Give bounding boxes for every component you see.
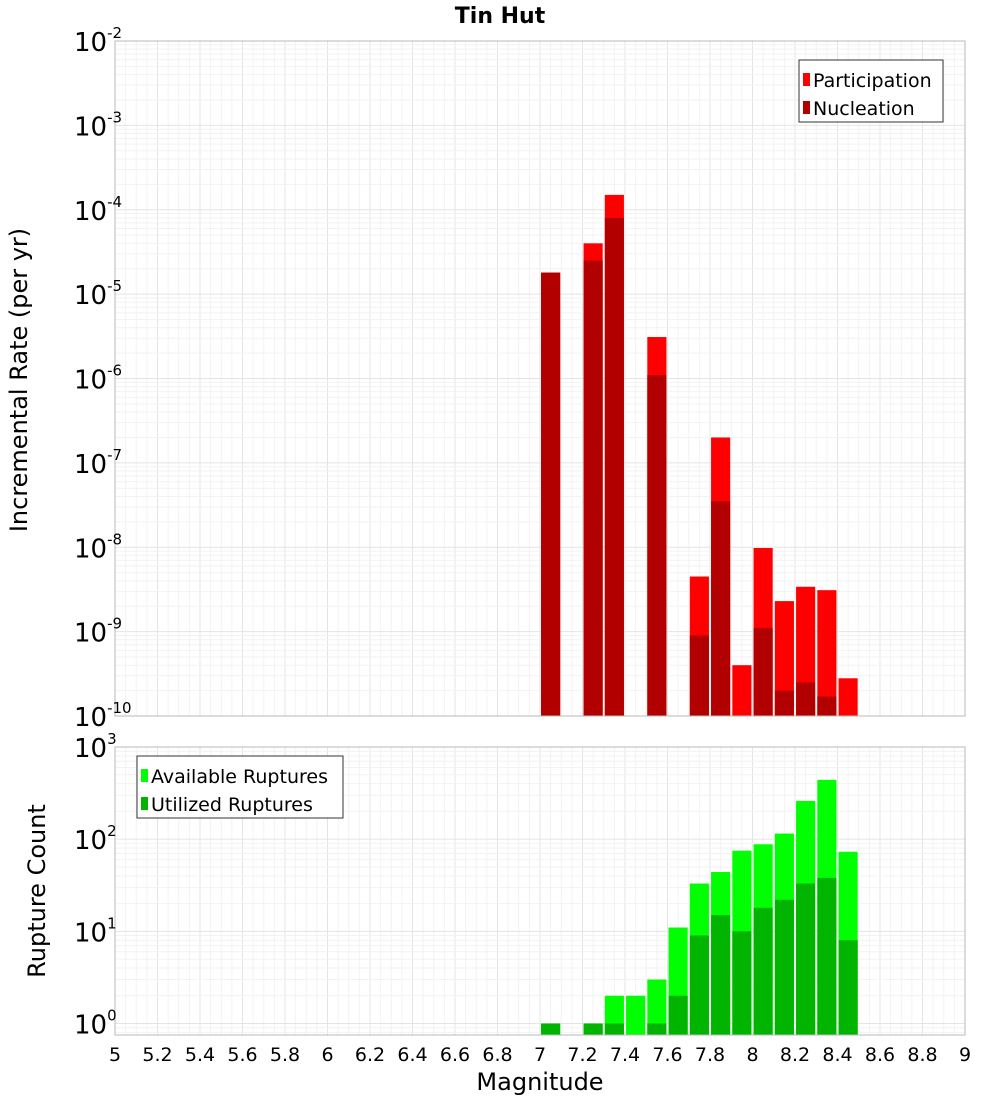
top-legend-swatch — [803, 101, 810, 114]
x-tick-label: 7.2 — [567, 1044, 597, 1066]
bottom-y-tick-label: 101 — [74, 914, 117, 948]
top-bar-nucleation — [711, 501, 731, 716]
bottom-bar-utilized-ruptures — [668, 995, 688, 1035]
top-bar-nucleation — [689, 635, 709, 716]
top-y-tick-label: 10-10 — [74, 699, 132, 733]
top-y-tick-label: 10-5 — [74, 277, 122, 311]
top-y-tick-label: 10-3 — [74, 108, 122, 142]
bottom-bar-utilized-ruptures — [796, 883, 816, 1035]
top-y-tick-label: 10-7 — [74, 446, 122, 480]
top-legend-label: Participation — [813, 70, 932, 92]
bottom-legend — [136, 755, 344, 819]
top-legend-label: Nucleation — [813, 98, 915, 120]
x-axis-label: Magnitude — [476, 1068, 603, 1096]
top-y-tick-label: 10-6 — [74, 362, 122, 396]
x-tick-label: 8.4 — [822, 1044, 852, 1066]
x-tick-label: 9 — [959, 1044, 971, 1066]
bottom-bar-utilized-ruptures — [541, 1023, 561, 1035]
x-tick-label: 7.4 — [610, 1044, 640, 1066]
top-bar-nucleation — [817, 696, 837, 716]
top-bar-nucleation — [796, 682, 816, 716]
x-tick-label: 8.6 — [865, 1044, 895, 1066]
top-bar-participation — [774, 601, 794, 716]
bottom-plot-frame — [114, 746, 966, 1036]
top-bar-nucleation — [604, 217, 624, 716]
x-tick-label: 6.8 — [482, 1044, 512, 1066]
top-y-tick-label: 10-4 — [74, 193, 122, 227]
bottom-bar-utilized-ruptures — [753, 907, 773, 1035]
bottom-bar-utilized-ruptures — [711, 915, 731, 1035]
top-bar-nucleation — [583, 260, 603, 716]
bottom-bar-utilized-ruptures — [838, 940, 858, 1035]
bottom-bar-utilized-ruptures — [689, 935, 709, 1035]
x-tick-label: 5.8 — [270, 1044, 300, 1066]
x-tick-label: 6.4 — [397, 1044, 427, 1066]
top-bar-participation — [838, 678, 858, 716]
top-y-tick-label: 10-2 — [74, 24, 122, 58]
bottom-legend-label: Utilized Ruptures — [151, 794, 313, 816]
top-plot-frame — [114, 40, 966, 717]
bottom-bar-available-ruptures — [647, 979, 667, 1035]
top-y-tick-label: 10-8 — [74, 530, 122, 564]
x-tick-label: 8.2 — [780, 1044, 810, 1066]
chart-title: Tin Hut — [455, 4, 546, 29]
bottom-bar-utilized-ruptures — [583, 1023, 603, 1035]
bottom-y-tick-label: 102 — [74, 822, 117, 856]
bottom-y-tick-label: 100 — [74, 1006, 117, 1040]
top-y-axis-label: Incremental Rate (per yr) — [5, 228, 33, 532]
x-tick-label: 8 — [746, 1044, 758, 1066]
bottom-bar-utilized-ruptures — [774, 899, 794, 1035]
top-legend-swatch — [803, 73, 810, 86]
top-bar-participation — [817, 590, 837, 716]
x-tick-label: 6 — [321, 1044, 333, 1066]
top-bar-nucleation — [774, 690, 794, 716]
x-tick-label: 7.8 — [695, 1044, 725, 1066]
top-y-tick-label: 10-9 — [74, 615, 122, 649]
top-bar-nucleation — [647, 375, 667, 716]
top-bar-nucleation — [753, 628, 773, 716]
bottom-y-axis-label: Rupture Count — [23, 804, 51, 978]
bottom-bar-utilized-ruptures — [647, 1023, 667, 1035]
top-legend — [798, 59, 944, 123]
x-tick-label: 5 — [109, 1044, 121, 1066]
bottom-bar-utilized-ruptures — [817, 877, 837, 1035]
x-tick-label: 7 — [534, 1044, 546, 1066]
x-tick-label: 7.6 — [652, 1044, 682, 1066]
top-bar-participation — [732, 665, 752, 716]
x-tick-label: 5.4 — [185, 1044, 215, 1066]
bottom-legend-swatch — [141, 769, 148, 782]
x-tick-label: 5.2 — [142, 1044, 172, 1066]
x-tick-label: 8.8 — [907, 1044, 937, 1066]
bottom-bar-available-ruptures — [626, 995, 646, 1035]
x-tick-label: 6.6 — [440, 1044, 470, 1066]
top-bar-nucleation — [541, 272, 561, 716]
bottom-bar-utilized-ruptures — [604, 1023, 624, 1035]
x-tick-label: 5.6 — [227, 1044, 257, 1066]
bottom-bar-utilized-ruptures — [732, 931, 752, 1035]
bottom-legend-swatch — [141, 797, 148, 810]
bottom-legend-label: Available Ruptures — [151, 766, 328, 788]
x-tick-label: 6.2 — [355, 1044, 385, 1066]
bottom-y-tick-label: 103 — [74, 730, 117, 764]
